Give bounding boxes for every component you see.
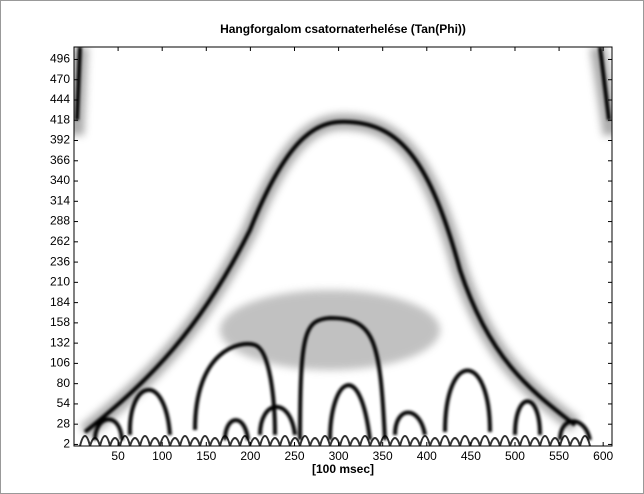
x-tick-label: 600 (593, 449, 613, 463)
x-tick-label: 500 (505, 449, 525, 463)
y-tick-label: 184 (50, 295, 70, 309)
y-tick-label: 340 (50, 173, 70, 187)
x-tick-label: 100 (152, 449, 172, 463)
y-tick-label: 210 (50, 275, 70, 289)
y-tick-label: 470 (50, 72, 70, 86)
y-tick-label: 54 (57, 396, 71, 410)
y-tick-label: 236 (50, 254, 70, 268)
x-tick-label: 250 (284, 449, 304, 463)
x-tick-label: 350 (373, 449, 393, 463)
y-tick-label: 106 (50, 356, 70, 370)
y-tick-label: 132 (50, 335, 70, 349)
x-tick-label: 50 (111, 449, 125, 463)
x-tick-label: 300 (329, 449, 349, 463)
y-tick-label: 314 (50, 193, 70, 207)
x-tick-label: 150 (196, 449, 216, 463)
x-tick-label: 450 (461, 449, 481, 463)
x-tick-label: 550 (549, 449, 569, 463)
y-tick-label: 2 (63, 437, 70, 451)
y-tick-label: 418 (50, 112, 70, 126)
axes-box (73, 46, 613, 447)
x-tick-label: 400 (417, 449, 437, 463)
x-tick-label: 200 (240, 449, 260, 463)
chart-title: Hangforgalom csatornaterhelése (Tan(Phi)… (220, 22, 466, 36)
y-tick-label: 444 (50, 92, 70, 106)
x-axis-label: [100 msec] (312, 462, 374, 476)
y-tick-label: 28 (57, 416, 71, 430)
y-tick-label: 288 (50, 214, 70, 228)
y-tick-label: 158 (50, 315, 70, 329)
y-tick-label: 392 (50, 133, 70, 147)
y-tick-label: 262 (50, 234, 70, 248)
y-tick-label: 496 (50, 52, 70, 66)
y-tick-label: 366 (50, 153, 70, 167)
y-tick-label: 80 (57, 376, 71, 390)
